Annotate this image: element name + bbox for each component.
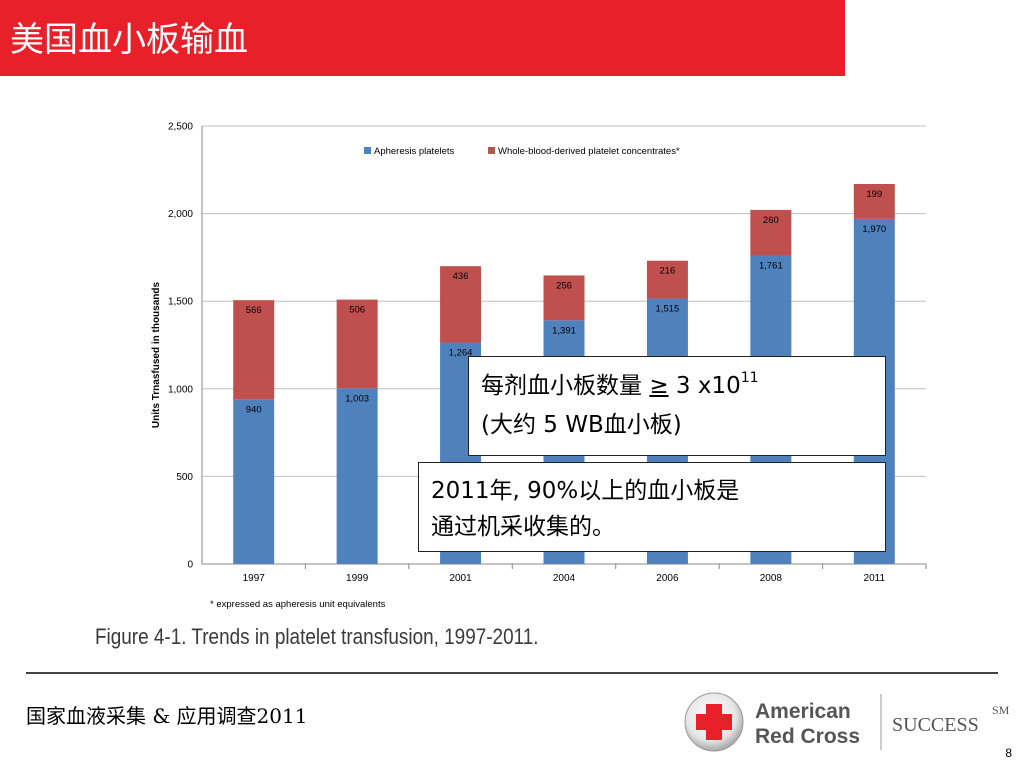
x-tick-label: 2004 — [553, 573, 576, 584]
bar-whole-blood — [646, 260, 688, 299]
data-label-whole-blood: 199 — [866, 189, 882, 200]
y-tick-label: 2,500 — [168, 122, 193, 133]
bar-whole-blood — [233, 300, 275, 400]
y-tick-label: 0 — [187, 560, 193, 571]
legend-swatch-apheresis — [364, 147, 371, 154]
data-label-whole-blood: 566 — [246, 305, 262, 316]
logo-line-red-cross: Red Cross — [755, 725, 860, 748]
callout-equivalent-line: (大约 5 WB血小板) — [481, 412, 682, 438]
callout-dose-exponent: 11 — [740, 370, 759, 386]
title-bar — [0, 0, 845, 76]
data-label-apheresis: 1,391 — [552, 325, 576, 336]
data-label-whole-blood: 216 — [659, 266, 675, 277]
x-tick-label: 1999 — [346, 573, 369, 584]
slide-title: 美国血小板输血 — [10, 20, 248, 60]
callout-dose-text: 每剂血小板数量 — [481, 373, 650, 399]
y-tick-label: 2,000 — [168, 209, 193, 220]
y-tick-label: 500 — [176, 472, 193, 483]
x-tick-label: 2008 — [760, 573, 783, 584]
bar-whole-blood — [750, 209, 792, 256]
page-number: 8 — [1005, 746, 1012, 760]
legend-label-apheresis: Apheresis platelets — [374, 146, 455, 157]
footer-divider — [26, 672, 998, 674]
y-tick-label: 1,500 — [168, 297, 193, 308]
data-label-apheresis: 1,761 — [759, 260, 783, 271]
bar-whole-blood — [543, 275, 585, 321]
logo-line-american: American — [755, 700, 851, 723]
data-label-whole-blood: 260 — [763, 215, 779, 226]
chart-footnote: * expressed as apheresis unit equivalent… — [210, 599, 386, 610]
callout-dose-line: 每剂血小板数量 ≥ 3 x1011 — [481, 367, 873, 406]
data-label-apheresis: 940 — [246, 404, 262, 415]
callout-share-line2: 通过机采收集的。 — [431, 514, 615, 540]
x-tick-label: 2006 — [656, 573, 679, 584]
figure-caption: Figure 4-1. Trends in platelet transfusi… — [95, 624, 539, 649]
x-tick-label: 2001 — [449, 573, 472, 584]
platelet-dose-callout: 每剂血小板数量 ≥ 3 x1011 (大约 5 WB血小板) — [468, 356, 886, 456]
american-red-cross-logo: American Red Cross SUCCESS SM — [684, 692, 1010, 752]
bar-apheresis — [336, 388, 378, 564]
data-label-apheresis: 1,003 — [345, 393, 369, 404]
callout-ge-sign: ≥ — [649, 373, 669, 399]
data-label-whole-blood: 256 — [556, 280, 572, 291]
bar-whole-blood — [853, 183, 895, 219]
data-label-whole-blood: 436 — [453, 271, 469, 282]
data-label-apheresis: 1,970 — [862, 224, 886, 235]
logo-tagline: SUCCESS — [892, 714, 979, 736]
y-tick-label: 1,000 — [168, 384, 193, 395]
bar-apheresis — [233, 399, 275, 564]
callout-dose-number: 3 x10 — [668, 373, 741, 399]
x-tick-label: 2011 — [864, 573, 886, 584]
footer-source-text: 国家血液采集 & 应用调查2011 — [26, 704, 308, 728]
apheresis-share-callout: 2011年, 90%以上的血小板是 通过机采收集的。 — [418, 462, 886, 552]
x-tick-label: 1997 — [243, 573, 266, 584]
y-axis-title: Units Trnasfused in thousands — [151, 282, 162, 429]
legend-label-whole-blood: Whole-blood-derived platelet concentrate… — [498, 146, 680, 157]
data-label-apheresis: 1,264 — [449, 348, 473, 359]
legend-swatch-whole-blood — [488, 147, 495, 154]
bar-whole-blood — [440, 266, 482, 343]
data-label-apheresis: 1,515 — [656, 304, 680, 315]
bar-whole-blood — [336, 299, 378, 389]
data-label-whole-blood: 506 — [349, 305, 365, 316]
logo-service-mark: SM — [992, 703, 1010, 717]
callout-share-line1: 2011年, 90%以上的血小板是 — [431, 478, 740, 504]
